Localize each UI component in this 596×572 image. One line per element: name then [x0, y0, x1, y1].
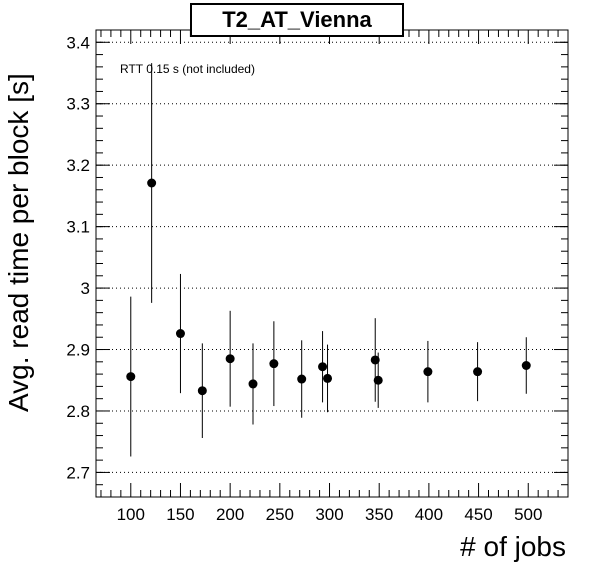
- x-tick-label: 150: [166, 505, 194, 524]
- y-tick-label: 3.1: [66, 218, 90, 237]
- x-tick-label: 350: [365, 505, 393, 524]
- data-point: [323, 373, 333, 383]
- rtt-annotation: RTT 0.15 s (not included): [120, 62, 255, 76]
- data-point: [269, 359, 279, 369]
- data-point: [248, 379, 258, 389]
- x-tick-label: 100: [117, 505, 145, 524]
- x-tick-label: 500: [514, 505, 542, 524]
- y-tick-label: 3.4: [66, 33, 90, 52]
- x-axis-label: # of jobs: [460, 531, 566, 562]
- data-layer: [126, 63, 531, 457]
- x-tick-label: 300: [315, 505, 343, 524]
- data-point: [521, 361, 531, 371]
- data-point: [373, 375, 383, 385]
- data-point: [225, 354, 235, 364]
- data-point: [175, 329, 185, 339]
- data-point: [370, 355, 380, 365]
- grid-layer: [96, 41, 568, 473]
- x-tick-label: 250: [266, 505, 294, 524]
- x-tick-label: 400: [415, 505, 443, 524]
- chart-title: T2_AT_Vienna: [190, 3, 404, 37]
- data-point: [126, 372, 136, 382]
- y-axis-label: Avg. read time per block [s]: [3, 73, 34, 412]
- x-tick-label: 200: [216, 505, 244, 524]
- y-tick-label: 2.8: [66, 402, 90, 421]
- data-point: [473, 367, 483, 377]
- data-point: [423, 367, 433, 377]
- y-tick-label: 3: [81, 279, 90, 298]
- x-tick-label: 450: [464, 505, 492, 524]
- plot-frame: [95, 29, 569, 498]
- y-tick-label: 2.9: [66, 341, 90, 360]
- y-tick-label: 3.3: [66, 95, 90, 114]
- data-point: [147, 178, 157, 188]
- y-tick-label: 3.2: [66, 156, 90, 175]
- data-point: [197, 386, 207, 396]
- data-point: [297, 374, 307, 384]
- tick-layer: 2.7 2.8 2.9 3 3.1 3.2 3.3 3.4 100 150 200 250 300 350…: [66, 29, 569, 524]
- data-point: [318, 362, 328, 372]
- y-tick-label: 2.7: [66, 463, 90, 482]
